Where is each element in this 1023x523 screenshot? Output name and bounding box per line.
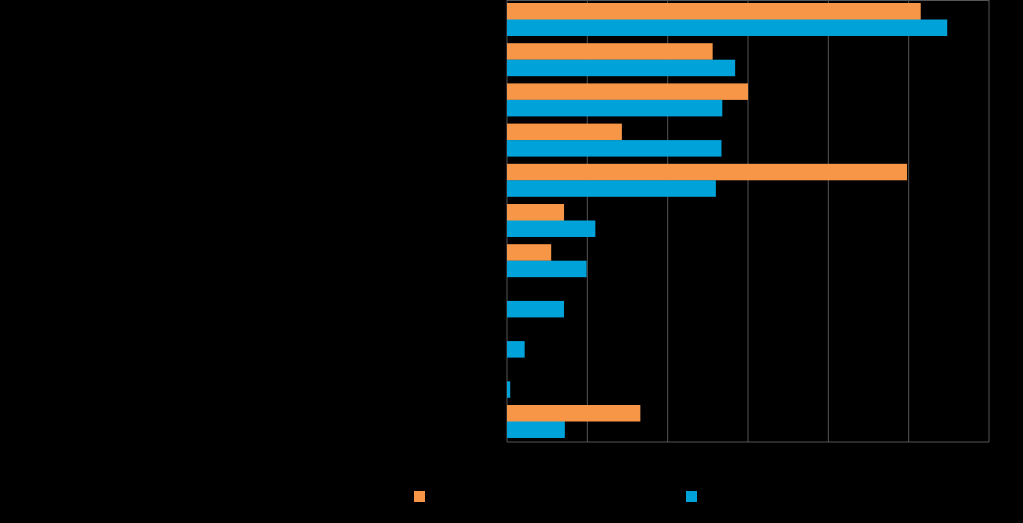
bar-series2-cat1 xyxy=(507,19,948,36)
bar-series1-cat4 xyxy=(507,123,622,141)
bar-series1-cat3 xyxy=(507,83,748,100)
legend-swatch-series2 xyxy=(686,491,697,502)
bar-series1-cat6 xyxy=(507,204,565,221)
bar-series2-cat11 xyxy=(507,421,565,438)
bar-series2-cat4 xyxy=(507,140,722,157)
bar-series1-cat11 xyxy=(507,405,641,422)
bar-series2-cat8 xyxy=(507,300,565,318)
bar-series1-cat1 xyxy=(507,3,921,20)
bar-series2-cat9 xyxy=(507,341,525,358)
bar-series2-cat7 xyxy=(507,260,587,278)
bar-series2-cat2 xyxy=(507,59,736,77)
legend-swatch-series1 xyxy=(414,491,425,502)
bar-series1-cat5 xyxy=(507,163,908,181)
bar-series2-cat10 xyxy=(507,381,511,398)
bar-series2-cat5 xyxy=(507,180,716,197)
bar-series1-cat7 xyxy=(507,244,552,261)
bar-series2-cat6 xyxy=(507,220,596,237)
bar-series2-cat3 xyxy=(507,99,723,117)
bar-series1-cat2 xyxy=(507,43,713,60)
